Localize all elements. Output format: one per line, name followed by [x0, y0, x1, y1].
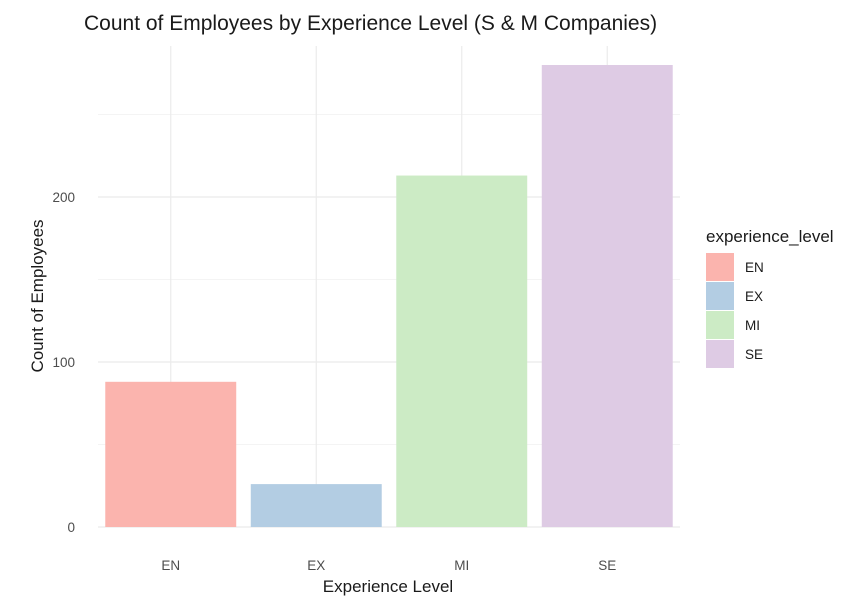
x-tick-label: EX: [307, 558, 325, 573]
legend-title: experience_level: [706, 227, 834, 246]
legend-key-en: [706, 253, 734, 281]
legend-label-se: SE: [745, 347, 763, 362]
legend-label-mi: MI: [745, 318, 760, 333]
legend-key-se: [706, 340, 734, 368]
legend: experience_level EN EX MI SE: [706, 227, 834, 368]
bar-mi: [396, 175, 528, 528]
legend-key-ex: [706, 282, 734, 310]
x-axis-ticks: EN EX MI SE: [161, 558, 616, 573]
bar-ex: [250, 484, 382, 527]
y-tick-label: 200: [52, 190, 75, 205]
legend-label-ex: EX: [745, 289, 763, 304]
y-axis-title: Count of Employees: [28, 219, 47, 372]
x-tick-label: MI: [454, 558, 469, 573]
bar-se: [541, 65, 673, 527]
y-tick-label: 0: [67, 520, 75, 535]
x-axis-title: Experience Level: [323, 577, 453, 596]
bars: [105, 65, 673, 528]
legend-label-en: EN: [745, 260, 764, 275]
bar-en: [105, 381, 237, 527]
x-tick-label: EN: [161, 558, 180, 573]
legend-key-mi: [706, 311, 734, 339]
y-axis-ticks: 0 100 200: [52, 190, 75, 535]
chart-title: Count of Employees by Experience Level (…: [84, 12, 657, 35]
x-tick-label: SE: [598, 558, 616, 573]
y-tick-label: 100: [52, 355, 75, 370]
